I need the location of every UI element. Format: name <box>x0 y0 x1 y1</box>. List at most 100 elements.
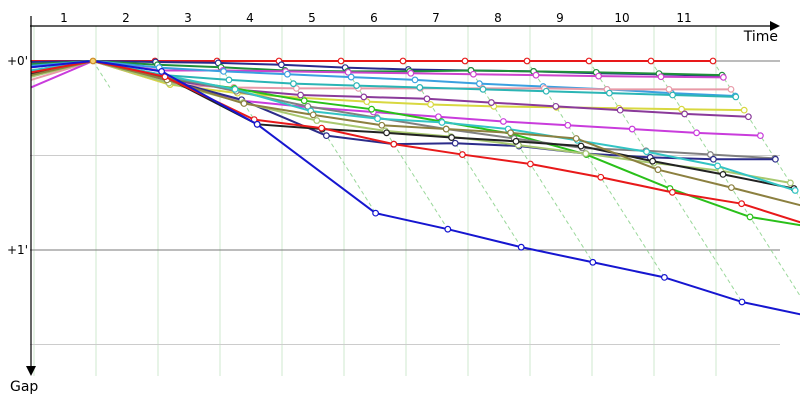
series-point <box>304 102 312 110</box>
series-point <box>738 200 745 208</box>
series-point <box>628 125 636 133</box>
series-point <box>368 105 376 113</box>
series-point <box>435 113 442 121</box>
series-17 <box>30 60 800 207</box>
series-point <box>772 155 779 163</box>
series-point <box>479 85 487 93</box>
series-point <box>595 72 602 80</box>
series-point <box>347 73 355 81</box>
lap-label: 6 <box>370 11 378 25</box>
lap-label: 1 <box>60 11 68 25</box>
series-line <box>30 60 723 77</box>
lap-label: 4 <box>246 11 254 25</box>
series-point <box>427 101 435 108</box>
series-point <box>253 120 261 128</box>
series-point <box>719 170 727 178</box>
series-point <box>438 119 446 126</box>
series-point <box>293 85 300 92</box>
series-point <box>787 179 794 187</box>
lap-label: 2 <box>122 11 130 25</box>
series-point <box>448 134 456 141</box>
series-point <box>220 67 228 75</box>
series-point <box>461 57 469 65</box>
series-point <box>714 162 721 170</box>
series-18 <box>30 60 800 224</box>
axes: Time Gap <box>10 16 780 395</box>
series-point <box>488 99 495 106</box>
series-point <box>582 150 590 158</box>
series-point <box>517 243 525 251</box>
series-point <box>390 140 398 148</box>
series-point <box>647 57 655 65</box>
lap-label: 7 <box>432 11 440 25</box>
series-line <box>30 60 745 112</box>
series-point <box>442 125 450 133</box>
series-point <box>399 57 407 65</box>
series-point <box>240 100 248 107</box>
lap-label: 9 <box>556 11 564 25</box>
series-point <box>363 98 371 106</box>
series-point <box>290 80 297 88</box>
series-point <box>738 298 746 306</box>
lap-label: 11 <box>676 11 691 25</box>
series-point <box>500 118 507 125</box>
y-tick-label: +1' <box>7 243 28 257</box>
series-point <box>284 70 291 78</box>
series-point <box>344 68 352 76</box>
series-point <box>597 173 605 181</box>
series-point <box>649 157 656 165</box>
series-point <box>459 151 466 158</box>
y-axis-arrow <box>26 366 36 376</box>
x-axis-arrow <box>770 21 780 31</box>
series-point <box>542 87 550 95</box>
series-point <box>158 67 166 75</box>
series-point <box>278 61 285 69</box>
series-point <box>411 76 419 84</box>
series-point <box>746 213 754 221</box>
series-point <box>791 187 799 194</box>
series-layer <box>30 57 800 316</box>
series-point <box>337 57 345 65</box>
series-19 <box>30 60 800 316</box>
series-point <box>732 93 740 101</box>
series-point <box>353 82 361 89</box>
start-point <box>89 57 97 65</box>
series-point <box>416 84 424 91</box>
series-point <box>378 121 386 129</box>
series-point <box>654 166 662 174</box>
lap-label: 3 <box>184 11 192 25</box>
series-point <box>745 113 752 121</box>
series-point <box>572 135 580 142</box>
series-point <box>407 69 415 77</box>
series-line <box>30 60 736 97</box>
series-point <box>476 80 483 88</box>
series-point <box>313 117 321 124</box>
series-point <box>297 91 305 99</box>
lap-label: 5 <box>308 11 316 25</box>
series-point <box>681 110 688 118</box>
series-point <box>374 115 382 123</box>
series-point <box>577 142 585 150</box>
series-point <box>665 85 673 93</box>
series-point <box>372 209 380 217</box>
series-point <box>589 258 597 266</box>
series-point <box>451 139 459 147</box>
series-point <box>669 188 676 196</box>
y-tick-labels: +0' +1' <box>7 54 28 257</box>
series-point <box>231 85 239 93</box>
series-point <box>512 137 520 145</box>
series-point <box>757 132 764 140</box>
series-point <box>728 184 735 192</box>
series-point <box>678 105 685 113</box>
series-point <box>720 73 727 81</box>
series-point <box>300 97 308 105</box>
series-point <box>585 57 593 65</box>
series-point <box>423 95 431 103</box>
series-point <box>470 70 477 78</box>
series-line <box>30 60 800 207</box>
series-point <box>661 274 668 281</box>
series-line <box>30 60 796 192</box>
series-line <box>30 60 800 316</box>
series-line <box>30 60 800 224</box>
